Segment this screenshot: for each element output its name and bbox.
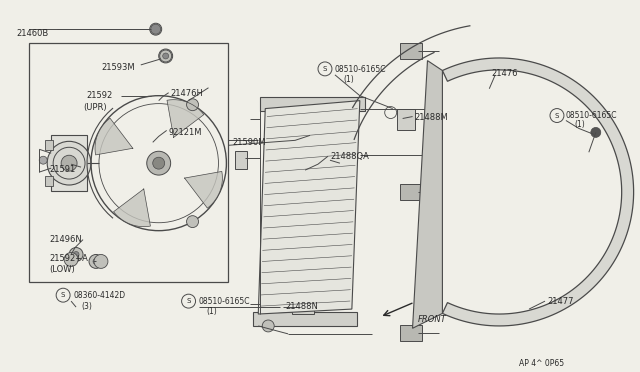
Circle shape [69,247,83,262]
Bar [236,151,247,169]
Text: 21592: 21592 [86,91,112,100]
Circle shape [61,155,77,171]
Circle shape [591,128,601,137]
Polygon shape [167,100,204,137]
Circle shape [151,24,161,34]
Circle shape [93,259,99,264]
Circle shape [187,99,198,111]
Text: 08510-6165C: 08510-6165C [335,65,387,74]
Text: S: S [323,66,327,72]
Text: 21460B: 21460B [17,29,49,38]
Text: 21476H: 21476H [171,89,204,98]
Text: S: S [61,292,65,298]
Circle shape [73,251,79,257]
Text: 21488M: 21488M [415,113,449,122]
Text: FRONT: FRONT [417,315,446,324]
Circle shape [159,49,173,63]
Text: 21593M: 21593M [101,63,134,72]
Bar [399,325,422,341]
Bar [397,109,415,131]
Circle shape [153,157,164,169]
Text: (1): (1) [574,121,585,129]
Bar [399,184,422,200]
Bar [260,97,365,110]
Circle shape [94,254,108,268]
Bar [45,140,53,150]
Circle shape [89,254,103,268]
Bar [29,43,228,282]
Circle shape [64,253,78,266]
Text: 21477: 21477 [547,297,573,306]
Circle shape [147,151,171,175]
Text: 21476: 21476 [492,69,518,78]
Polygon shape [259,101,360,314]
Text: (UPR): (UPR) [83,103,107,112]
Text: (1): (1) [207,307,217,316]
Text: 08510-6165C: 08510-6165C [566,110,618,119]
Polygon shape [413,61,442,328]
Polygon shape [442,58,634,326]
Text: S: S [186,298,191,304]
Circle shape [39,156,47,164]
Text: 21496N: 21496N [49,235,82,244]
Text: (1): (1) [343,75,354,84]
Circle shape [150,23,162,35]
Text: (3): (3) [81,302,92,311]
Polygon shape [113,189,150,227]
Text: 21488N: 21488N [285,302,318,311]
Text: 21488QA: 21488QA [330,152,369,161]
Polygon shape [184,171,222,208]
Text: 92121M: 92121M [169,128,202,137]
Text: 21592+A: 21592+A [49,254,88,263]
Text: 21590M: 21590M [232,138,266,147]
Bar [45,176,53,186]
Bar [292,296,314,314]
Circle shape [187,216,198,228]
Text: 08360-4142D: 08360-4142D [73,291,125,300]
Text: S: S [555,113,559,119]
Text: (LOW): (LOW) [49,265,75,275]
Text: AP 4^ 0P65: AP 4^ 0P65 [519,359,564,368]
Circle shape [163,53,169,59]
Text: 21591: 21591 [49,165,76,174]
Text: 08510-6165C: 08510-6165C [198,297,250,306]
Circle shape [47,141,91,185]
Polygon shape [95,118,133,155]
Bar [51,135,87,191]
Circle shape [262,320,274,332]
Bar [399,43,422,59]
Bar [253,312,357,326]
